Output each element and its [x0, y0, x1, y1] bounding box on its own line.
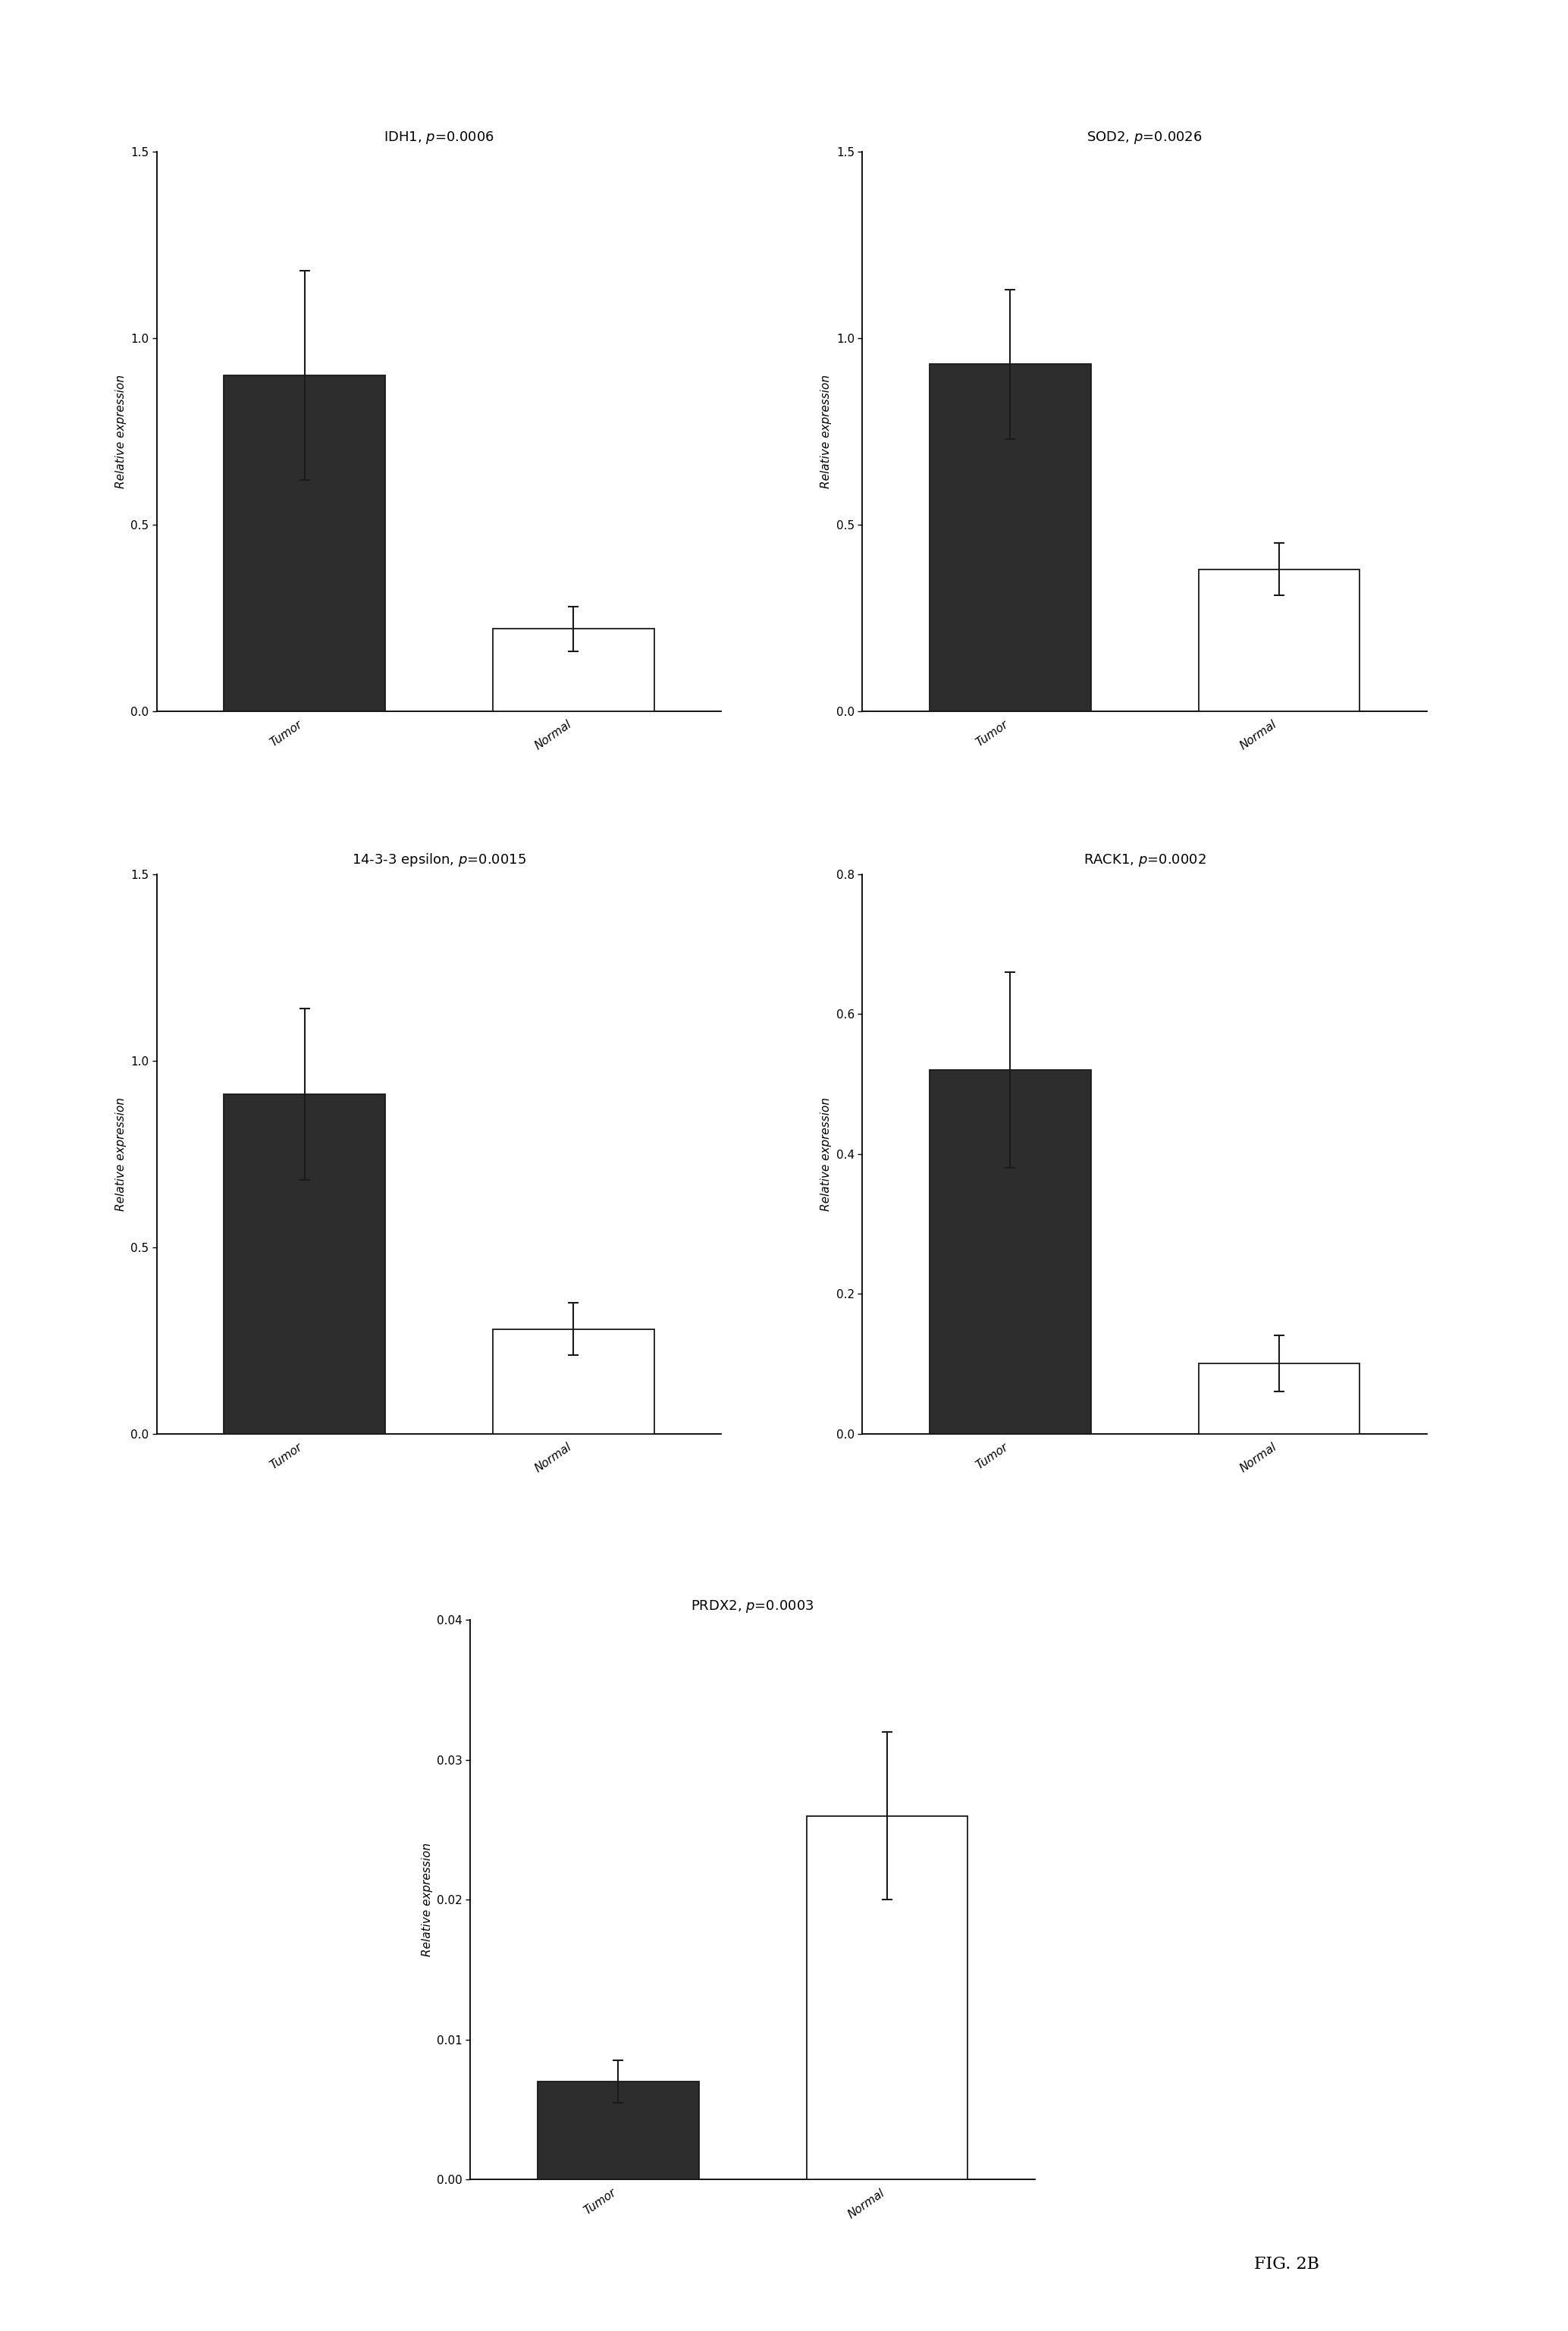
Title: IDH1, $\it{p}$=0.0006: IDH1, $\it{p}$=0.0006 — [384, 131, 494, 145]
Y-axis label: Relative expression: Relative expression — [820, 1098, 833, 1210]
Bar — [538, 2082, 699, 2179]
Bar — [492, 629, 654, 711]
Y-axis label: Relative expression: Relative expression — [820, 375, 833, 487]
Bar — [224, 375, 386, 711]
Title: RACK1, $\it{p}$=0.0002: RACK1, $\it{p}$=0.0002 — [1083, 853, 1206, 867]
Bar — [492, 1329, 654, 1434]
Title: SOD2, $\it{p}$=0.0026: SOD2, $\it{p}$=0.0026 — [1087, 131, 1203, 145]
Bar — [224, 1093, 386, 1434]
Text: FIG. 2B: FIG. 2B — [1254, 2256, 1320, 2273]
Title: PRDX2, $\it{p}$=0.0003: PRDX2, $\it{p}$=0.0003 — [691, 1599, 814, 1613]
Y-axis label: Relative expression: Relative expression — [114, 1098, 127, 1210]
Y-axis label: Relative expression: Relative expression — [422, 1844, 433, 1956]
Bar — [930, 364, 1091, 711]
Bar — [1198, 1364, 1359, 1434]
Bar — [1198, 569, 1359, 711]
Bar — [930, 1070, 1091, 1434]
Title: 14-3-3 epsilon, $\it{p}$=0.0015: 14-3-3 epsilon, $\it{p}$=0.0015 — [351, 851, 527, 867]
Bar — [806, 1816, 967, 2179]
Y-axis label: Relative expression: Relative expression — [114, 375, 127, 487]
